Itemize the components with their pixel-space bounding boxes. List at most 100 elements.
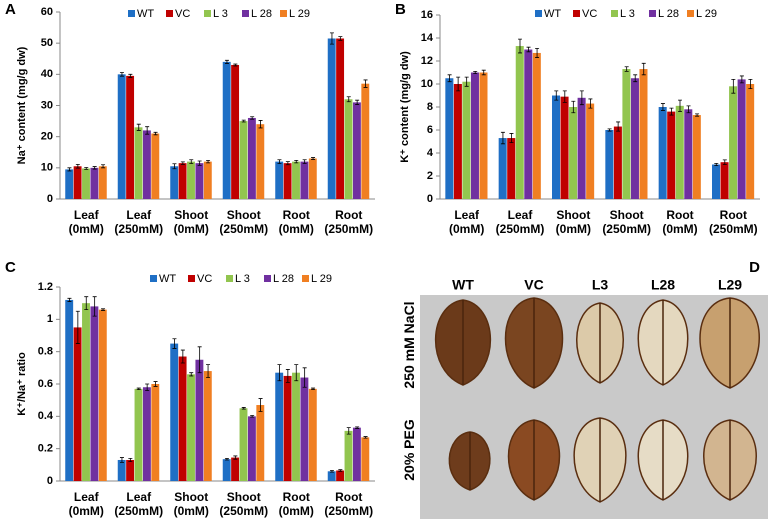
bar — [684, 109, 693, 199]
x-tick-label: Shoot (250mM) — [219, 490, 269, 518]
bar — [605, 130, 614, 199]
error-bar — [329, 32, 334, 45]
bar — [560, 96, 569, 199]
error-bar — [206, 159, 211, 164]
bar — [308, 388, 317, 481]
x-tick-label: Leaf (0mM) — [68, 208, 104, 236]
error-bar — [84, 167, 89, 170]
y-tick-label: 14 — [421, 32, 434, 44]
bar — [231, 457, 240, 481]
legend-swatch — [242, 10, 249, 17]
error-bar — [346, 427, 351, 435]
error-bar — [128, 73, 133, 78]
x-tick-label: Leaf (0mM) — [448, 208, 485, 236]
error-bar — [285, 369, 290, 383]
error-bar — [481, 69, 486, 76]
bar — [90, 167, 99, 199]
error-bar — [518, 38, 522, 54]
bar — [361, 83, 370, 199]
error-bar — [136, 123, 141, 131]
y-tick-label: 0.8 — [38, 346, 53, 358]
bar — [256, 124, 265, 199]
bar — [667, 111, 676, 199]
y-axis-title: K⁺/Na⁺ ratio — [16, 352, 28, 416]
bar — [82, 168, 90, 199]
error-bar — [302, 159, 307, 164]
error-bar — [464, 76, 469, 87]
x-tick-label: Shoot (250mM) — [602, 208, 651, 236]
bar — [187, 161, 195, 199]
bar — [552, 95, 561, 199]
y-tick-label: 40 — [41, 68, 53, 80]
error-bar — [714, 162, 719, 167]
bar — [327, 471, 336, 481]
bar — [247, 117, 256, 199]
bar — [178, 356, 187, 481]
error-bar — [294, 159, 299, 164]
legend-label: WT — [544, 8, 561, 20]
bar — [630, 78, 639, 199]
bar — [622, 69, 631, 199]
bar — [462, 81, 471, 199]
bar — [247, 416, 256, 481]
bar — [524, 49, 533, 199]
error-bar — [500, 131, 505, 145]
error-bar — [233, 63, 238, 67]
bar — [187, 374, 195, 481]
y-tick-label: 0.6 — [38, 378, 53, 390]
bar — [203, 371, 212, 481]
error-bar — [119, 457, 124, 463]
bar — [256, 405, 265, 481]
error-bar — [329, 470, 334, 473]
bar — [344, 99, 353, 199]
bar — [445, 78, 454, 199]
panel-label: C — [5, 259, 16, 276]
error-bar — [75, 310, 80, 344]
error-bar — [241, 119, 246, 123]
bar — [73, 166, 82, 199]
legend-label: L 28 — [658, 8, 679, 20]
legend-swatch — [204, 10, 211, 17]
error-bar — [277, 364, 282, 382]
error-bar — [180, 349, 185, 364]
bar — [195, 359, 204, 481]
error-bar — [180, 161, 185, 165]
bar — [283, 375, 292, 481]
legend-label: VC — [175, 8, 190, 20]
bar — [720, 162, 729, 199]
error-bar — [355, 99, 360, 105]
bar — [178, 163, 187, 199]
y-tick-label: 2 — [427, 170, 433, 182]
error-bar — [686, 105, 691, 114]
bar — [90, 306, 99, 481]
panel-label: B — [395, 1, 406, 18]
error-bar — [669, 107, 674, 116]
column-label: L3 — [592, 277, 609, 293]
legend-label: L 3 — [213, 8, 228, 20]
error-bar — [739, 75, 744, 84]
bar — [737, 79, 746, 199]
y-tick-label: 0 — [427, 193, 433, 205]
x-tick-label: Shoot (250mM) — [219, 208, 269, 236]
y-axis-title: K⁺ content (mg/g dw) — [399, 51, 411, 163]
x-tick-label: Shoot (0mM) — [173, 490, 209, 518]
bar — [65, 169, 74, 199]
bar — [195, 163, 204, 199]
column-label: WT — [452, 277, 474, 293]
leaf-midrib — [462, 298, 731, 502]
bar — [470, 72, 479, 199]
error-bar — [285, 161, 290, 166]
bar — [352, 102, 361, 199]
y-tick-label: 10 — [41, 162, 53, 174]
legend-swatch — [188, 275, 195, 282]
error-bar — [535, 47, 540, 58]
error-bar — [554, 90, 559, 101]
error-bar — [241, 407, 246, 410]
error-bar — [641, 62, 646, 76]
error-bar — [562, 90, 567, 103]
legend-swatch — [611, 10, 618, 17]
error-bar — [722, 159, 727, 165]
error-bar — [294, 364, 299, 382]
error-bar — [258, 120, 263, 129]
